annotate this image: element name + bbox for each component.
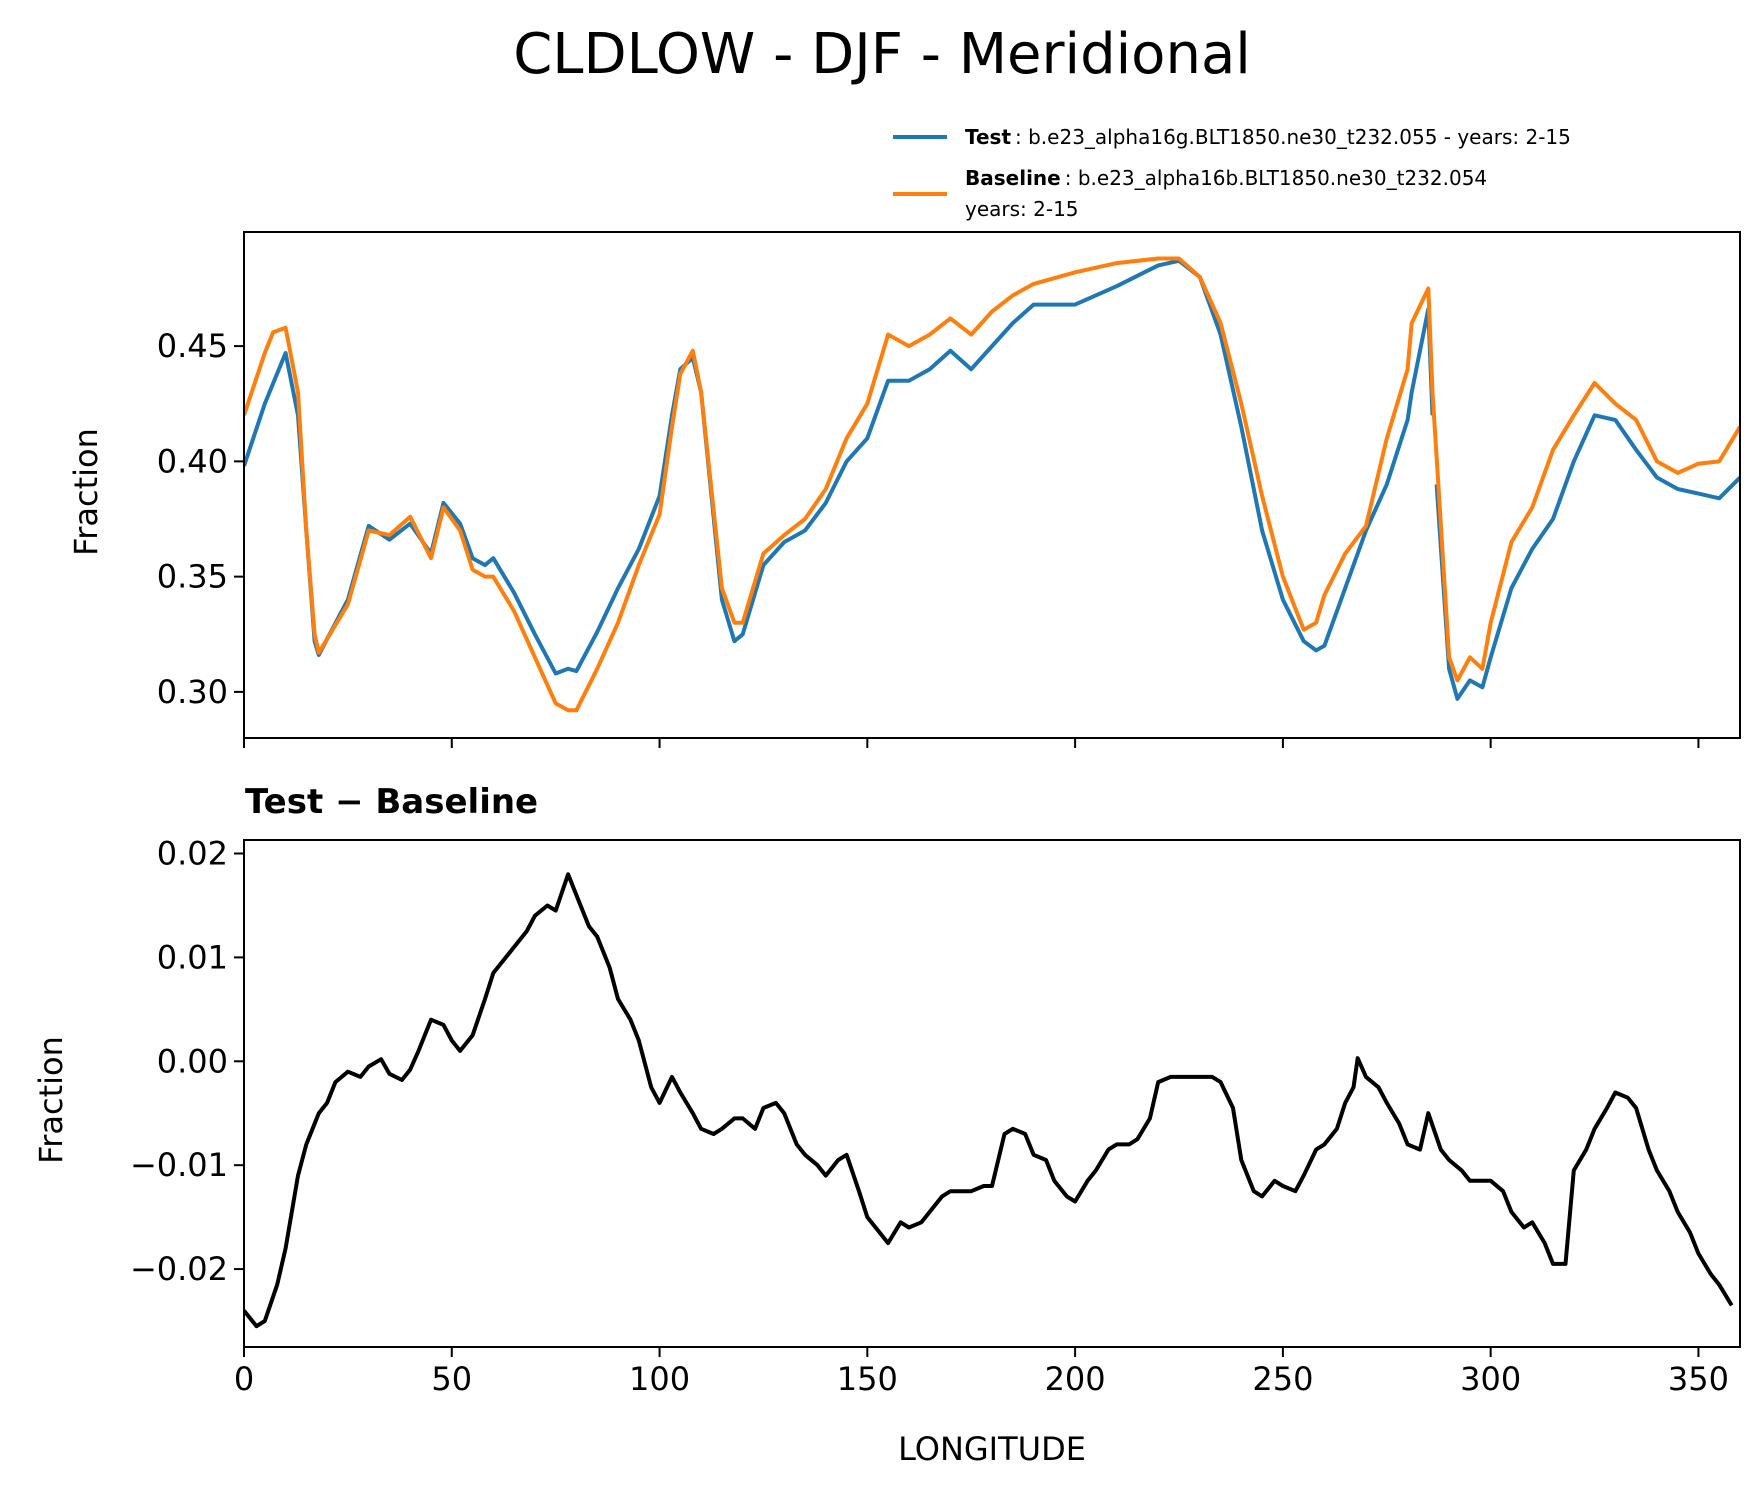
bot-series-test-baseline-line (244, 872, 1734, 1329)
x-tick-label: 150 (837, 1360, 898, 1398)
legend-test-name: Test (965, 125, 1011, 149)
chart-title: CLDLOW - DJF - Meridional (513, 22, 1251, 87)
bottom-panel: Test − Baseline −0.02 −0.01 0.00 0.01 0.02 0… (32, 782, 1741, 1468)
x-tick-label: 50 (431, 1360, 472, 1398)
top-series-test-line-segment-2 (1434, 413, 1740, 701)
legend-baseline-name: Baseline (965, 166, 1061, 190)
legend-baseline-years: years: 2-15 (965, 197, 1079, 221)
bottom-panel-subtitle: Test − Baseline (245, 782, 538, 822)
legend-test-entry: Test: b.e23_alpha16g.BLT1850.ne30_t232.0… (965, 125, 1571, 149)
legend-baseline-text: : b.e23_alpha16b.BLT1850.ne30_t232.054 (1065, 166, 1487, 190)
top-y-axis: 0.30 0.35 0.40 0.45 (157, 327, 244, 711)
bot-y-tick-label: −0.01 (130, 1146, 228, 1184)
bottom-x-axis: 0 50 100 150 200 250 300 350 (234, 1347, 1729, 1398)
bot-y-tick-label: 0.02 (157, 835, 228, 873)
top-plot-frame (243, 231, 1741, 739)
x-tick-label: 250 (1252, 1360, 1313, 1398)
x-tick-label: 300 (1460, 1360, 1521, 1398)
x-tick-label: 200 (1045, 1360, 1106, 1398)
x-tick-label: 100 (629, 1360, 690, 1398)
top-y-tick-label: 0.40 (157, 442, 228, 480)
top-y-tick-label: 0.30 (157, 673, 228, 711)
legend: Test: b.e23_alpha16g.BLT1850.ne30_t232.0… (893, 125, 1571, 221)
bot-y-tick-label: 0.01 (157, 938, 228, 976)
top-panel: 0.30 0.35 0.40 0.45 Fraction (67, 231, 1741, 748)
top-series-group (244, 256, 1740, 713)
bottom-y-axis: −0.02 −0.01 0.00 0.01 0.02 (130, 835, 244, 1288)
top-y-tick-label: 0.45 (157, 327, 228, 365)
bot-y-tick-label: 0.00 (157, 1042, 228, 1080)
x-tick-label: 0 (234, 1360, 254, 1398)
top-y-tick-label: 0.35 (157, 558, 228, 596)
top-series-baseline-line (244, 256, 1740, 713)
legend-test-text: : b.e23_alpha16g.BLT1850.ne30_t232.055 -… (1015, 125, 1571, 149)
legend-baseline-entry: Baseline: b.e23_alpha16b.BLT1850.ne30_t2… (965, 166, 1487, 190)
bot-y-tick-label: −0.02 (130, 1250, 228, 1288)
bottom-series-group (244, 872, 1734, 1329)
top-x-axis (243, 738, 1700, 748)
bottom-plot-frame (243, 839, 1741, 1348)
x-axis-label: LONGITUDE (898, 1430, 1086, 1468)
bottom-y-axis-label: Fraction (32, 1036, 70, 1164)
top-series-test-line (244, 258, 1435, 676)
x-tick-label: 350 (1668, 1360, 1729, 1398)
top-y-axis-label: Fraction (67, 428, 105, 556)
